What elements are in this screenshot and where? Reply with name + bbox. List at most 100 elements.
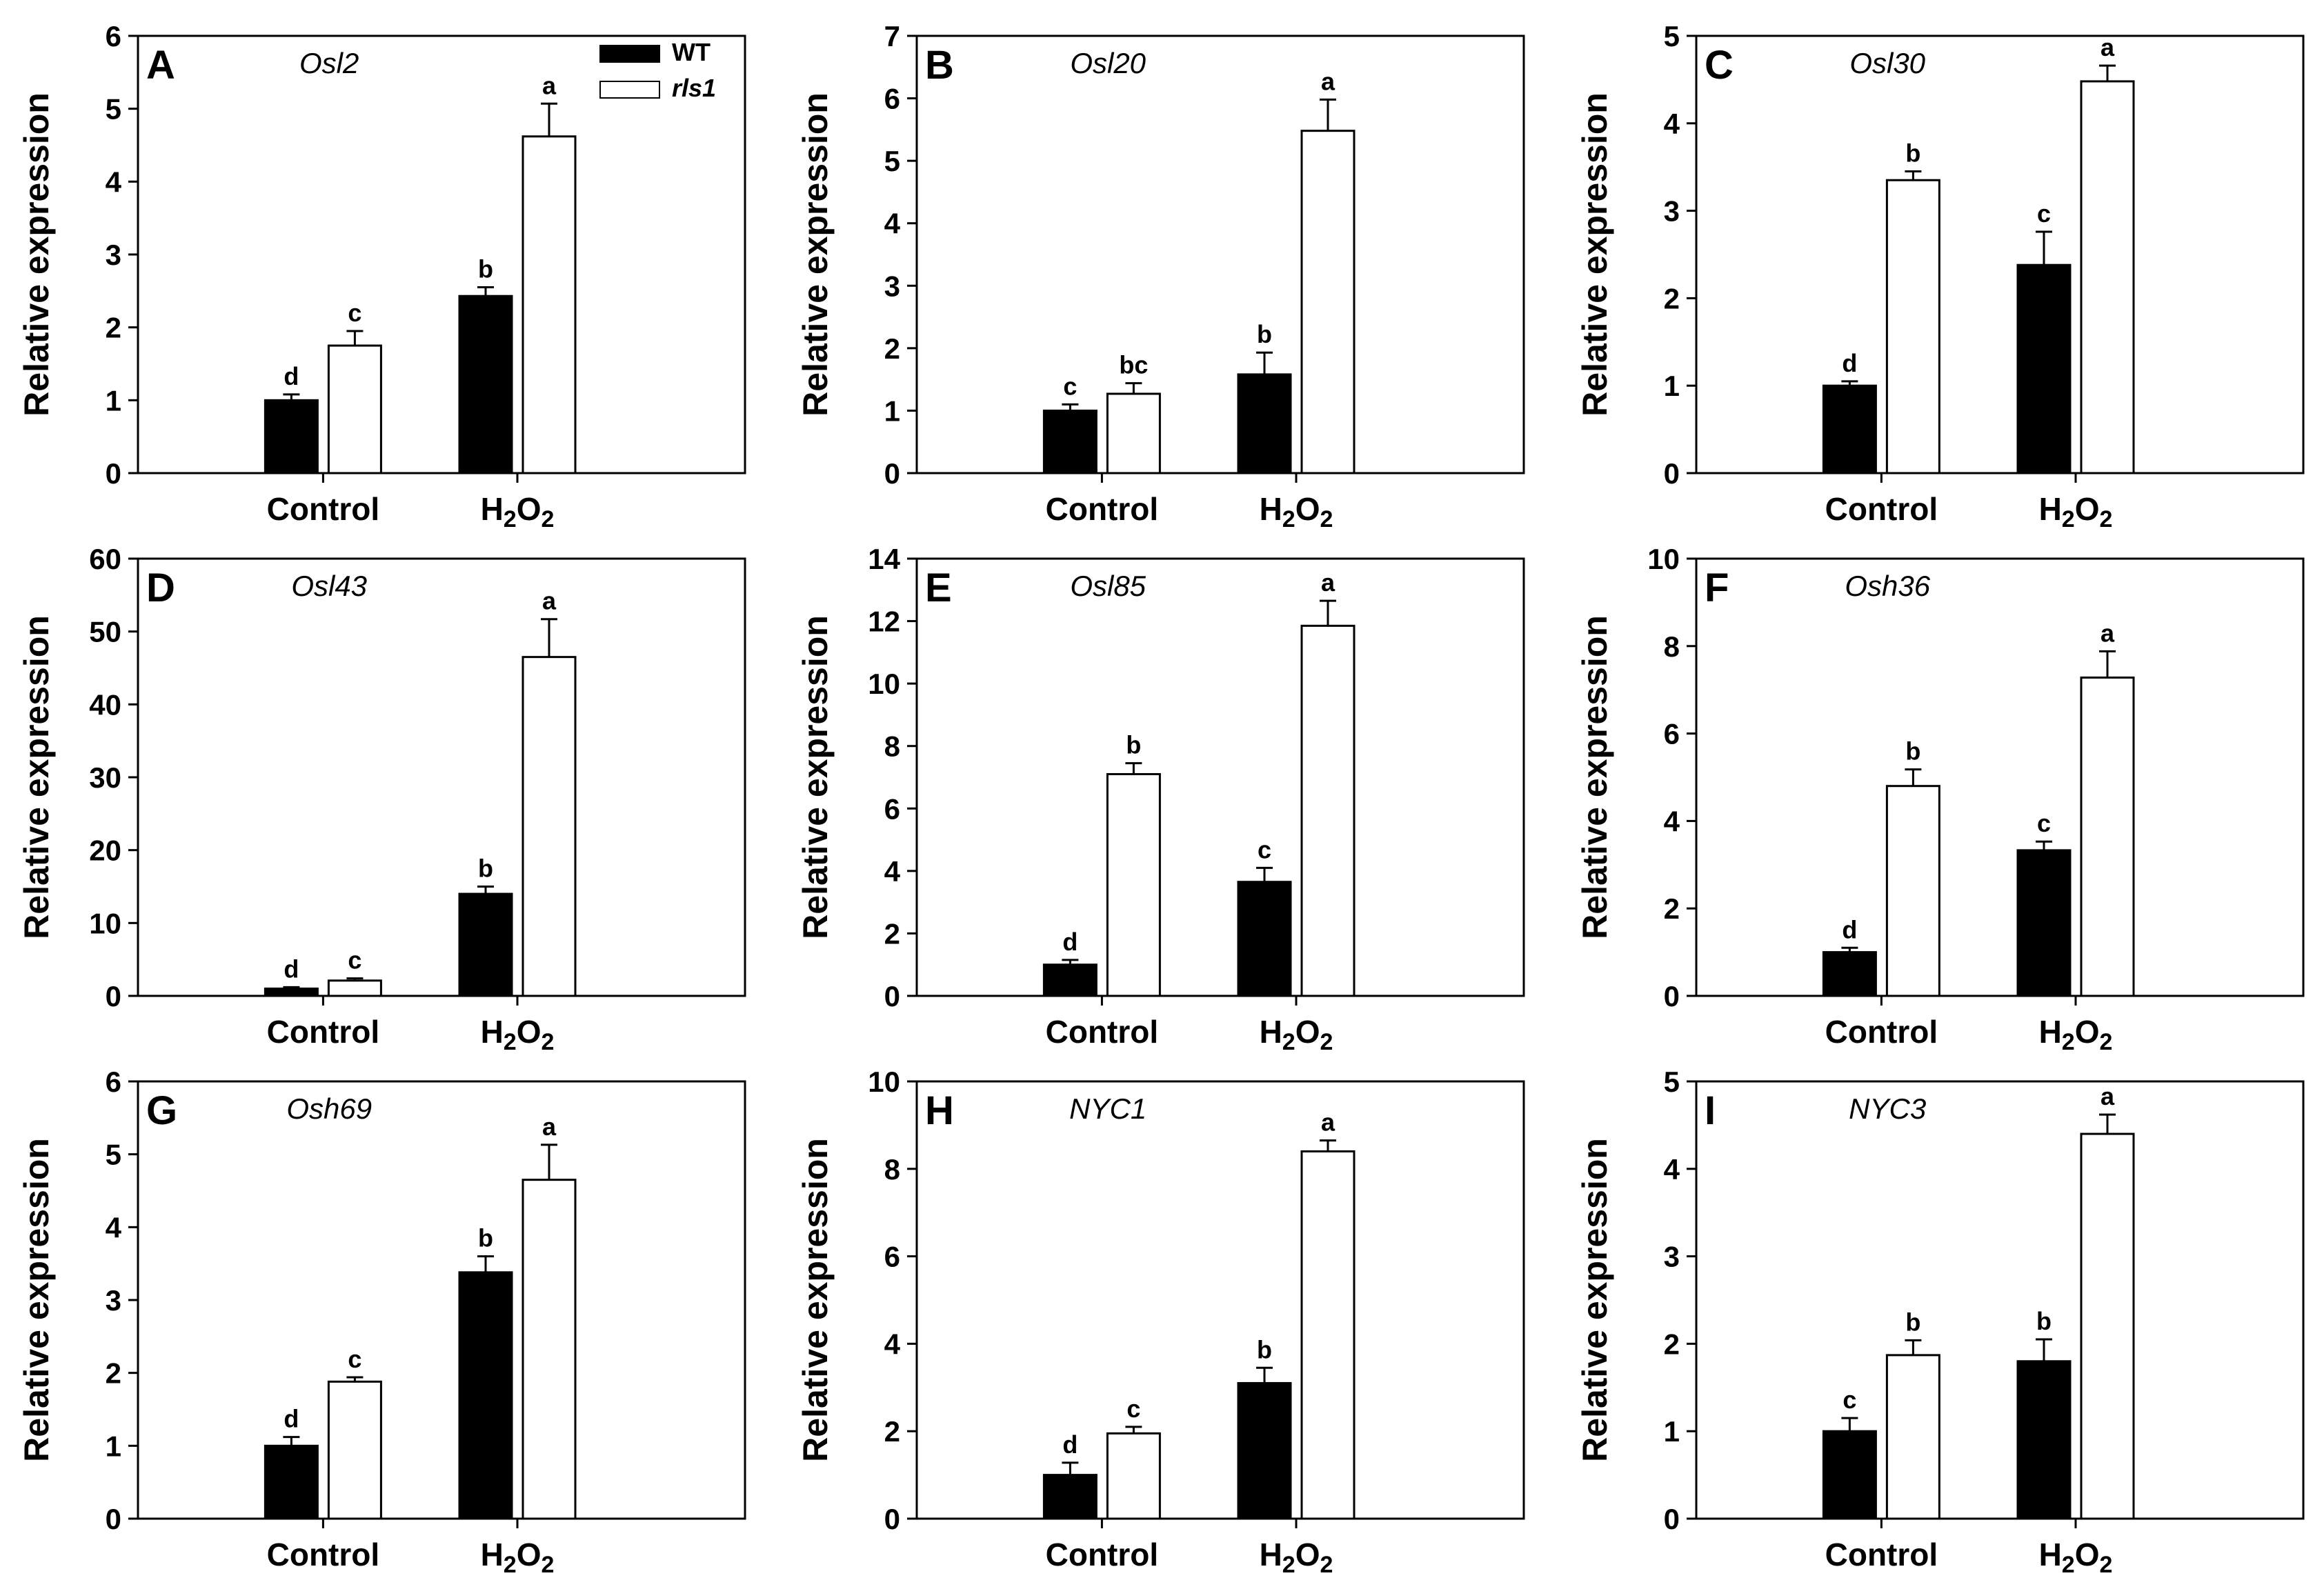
chart-a-panel-letter: A xyxy=(146,43,175,88)
chart-c-ytick-label: 3 xyxy=(1664,195,1680,228)
chart-d-sig-letter-wt: b xyxy=(478,855,493,883)
legend-rls1-swatch xyxy=(599,81,660,99)
chart-a-ytick-label: 0 xyxy=(106,457,121,490)
chart-f-ytick-label: 6 xyxy=(1664,718,1680,750)
chart-f-ytick-label: 2 xyxy=(1664,892,1680,925)
chart-i-bar-rls1-control xyxy=(1885,1354,1940,1520)
chart-e-ytick-label: 10 xyxy=(868,668,900,700)
chart-a-bar-rls1-control xyxy=(327,344,382,474)
chart-c-ytick-label: 4 xyxy=(1664,108,1680,140)
chart-a-ytick-label: 3 xyxy=(106,239,121,271)
chart-e-panel-letter: E xyxy=(925,566,952,610)
chart-c-bar-wt-control xyxy=(1822,384,1877,474)
chart-f-xtick-label: Control xyxy=(1825,1014,1938,1050)
chart-h-sig-letter-wt: b xyxy=(1257,1335,1272,1363)
chart-d-ylabel: Relative expression xyxy=(17,615,56,939)
chart-g-sig-letter-wt: d xyxy=(284,1405,299,1433)
chart-d-bar-rls1-control xyxy=(327,979,382,997)
chart-i-bar-wt-control xyxy=(1822,1430,1877,1520)
chart-f-ytick-label: 8 xyxy=(1664,630,1680,663)
chart-a-ylabel: Relative expression xyxy=(17,92,56,417)
chart-g-ytick-label: 1 xyxy=(106,1430,121,1462)
chart-d-frame xyxy=(137,557,746,997)
chart-e-sig-letter-rls1: a xyxy=(1321,568,1335,597)
chart-f-ytick-label: 0 xyxy=(1664,980,1680,1012)
chart-d-xtick-label: Control xyxy=(267,1014,380,1050)
chart-b-panel-letter: B xyxy=(925,43,954,88)
chart-i-bar-rls1-h2o2 xyxy=(2080,1132,2135,1520)
chart-a-ytick-label: 4 xyxy=(106,166,122,198)
chart-a-sig-letter-wt: d xyxy=(284,362,299,390)
chart-c-ytick-label: 5 xyxy=(1664,20,1680,52)
chart-h-frame xyxy=(915,1080,1525,1520)
chart-b-sig-letter-rls1: a xyxy=(1321,67,1335,95)
chart-g-xtick-label: Control xyxy=(267,1537,380,1572)
chart-f-bar-rls1-h2o2 xyxy=(2080,676,2135,997)
chart-f-frame xyxy=(1695,557,2305,997)
chart-a-xtick-label: Control xyxy=(267,491,380,527)
chart-e-frame xyxy=(915,557,1525,997)
chart-g-sig-letter-rls1: a xyxy=(542,1112,557,1141)
chart-b-ylabel: Relative expression xyxy=(796,92,835,417)
chart-g-ytick-label: 5 xyxy=(106,1139,121,1171)
chart-e-ytick-label: 12 xyxy=(868,606,900,638)
chart-i-frame xyxy=(1695,1080,2305,1520)
chart-a-frame xyxy=(137,34,746,474)
chart-b-bar-wt-control xyxy=(1042,409,1098,474)
chart-e-xtick-label: Control xyxy=(1046,1014,1159,1050)
chart-g-ytick-label: 6 xyxy=(106,1066,121,1098)
chart-b-ytick-label: 4 xyxy=(884,208,901,240)
chart-e-bar-wt-h2o2 xyxy=(1237,881,1292,997)
chart-f-bar-rls1-control xyxy=(1885,785,1940,997)
chart-h-bar-wt-control xyxy=(1042,1474,1098,1520)
chart-c-bar-rls1-h2o2 xyxy=(2080,80,2135,474)
chart-c-sig-letter-rls1: a xyxy=(2100,33,2115,61)
chart-d-sig-letter-wt: d xyxy=(284,955,299,983)
chart-f-ytick-label: 10 xyxy=(1647,543,1680,575)
legend-wt-label: WT xyxy=(672,38,711,66)
chart-f-title: Osh36 xyxy=(1845,570,1930,602)
chart-e-ytick-label: 2 xyxy=(884,917,900,950)
chart-g-title: Osh69 xyxy=(286,1092,372,1125)
chart-e-sig-letter-rls1: b xyxy=(1126,731,1141,759)
chart-b-xtick-label: H2O2 xyxy=(1260,491,1333,532)
chart-c-sig-letter-rls1: b xyxy=(1905,139,1920,168)
chart-c-panel-letter: C xyxy=(1705,43,1734,88)
chart-d-ytick-label: 60 xyxy=(89,543,121,575)
chart-b-sig-letter-rls1: bc xyxy=(1119,351,1148,379)
chart-c: 0 1 2 3 4 5 Relative expression C Osl30 Control d b… xyxy=(1576,20,2305,532)
chart-h-ytick-label: 8 xyxy=(884,1153,900,1186)
chart-d: 0 10 20 30 40 50 60 Relative expression D Osl43 Co… xyxy=(17,543,746,1055)
chart-h-bar-rls1-h2o2 xyxy=(1300,1150,1355,1520)
chart-f-panel-letter: F xyxy=(1705,566,1729,610)
chart-c-xtick-label: H2O2 xyxy=(2039,491,2113,532)
chart-h-panel-letter: H xyxy=(925,1088,954,1133)
chart-c-ytick-label: 0 xyxy=(1664,457,1680,490)
chart-e: 0 2 4 6 8 10 12 14 Relative expression E Osl85 Cont… xyxy=(796,543,1525,1055)
chart-d-bar-wt-h2o2 xyxy=(458,892,513,997)
chart-a-title: Osl2 xyxy=(299,47,359,79)
chart-g-sig-letter-wt: b xyxy=(478,1224,493,1252)
chart-h-ytick-label: 6 xyxy=(884,1241,900,1273)
chart-i: 0 1 2 3 4 5 Relative expression I NYC3 Control c b H… xyxy=(1576,1066,2305,1578)
chart-d-sig-letter-rls1: a xyxy=(542,587,557,615)
chart-b-ytick-label: 2 xyxy=(884,332,900,365)
chart-i-ytick-label: 1 xyxy=(1664,1415,1680,1448)
chart-d-ytick-label: 40 xyxy=(89,688,121,721)
chart-c-title: Osl30 xyxy=(1849,47,1925,79)
chart-h-xtick-label: H2O2 xyxy=(1260,1537,1333,1578)
chart-g-ytick-label: 3 xyxy=(106,1284,121,1317)
chart-d-sig-letter-rls1: c xyxy=(348,946,361,975)
chart-d-xtick-label: H2O2 xyxy=(481,1014,555,1055)
chart-f-ytick-label: 4 xyxy=(1664,805,1680,837)
chart-g-ytick-label: 4 xyxy=(106,1211,122,1243)
chart-e-ytick-label: 14 xyxy=(868,543,900,575)
chart-g-panel-letter: G xyxy=(146,1088,177,1133)
chart-b-bar-rls1-h2o2 xyxy=(1300,130,1355,474)
chart-d-panel-letter: D xyxy=(146,566,175,610)
chart-i-sig-letter-wt: c xyxy=(1843,1386,1856,1414)
chart-e-sig-letter-wt: d xyxy=(1062,928,1077,956)
chart-i-ytick-label: 4 xyxy=(1664,1153,1680,1186)
chart-i-bar-wt-h2o2 xyxy=(2016,1360,2072,1520)
